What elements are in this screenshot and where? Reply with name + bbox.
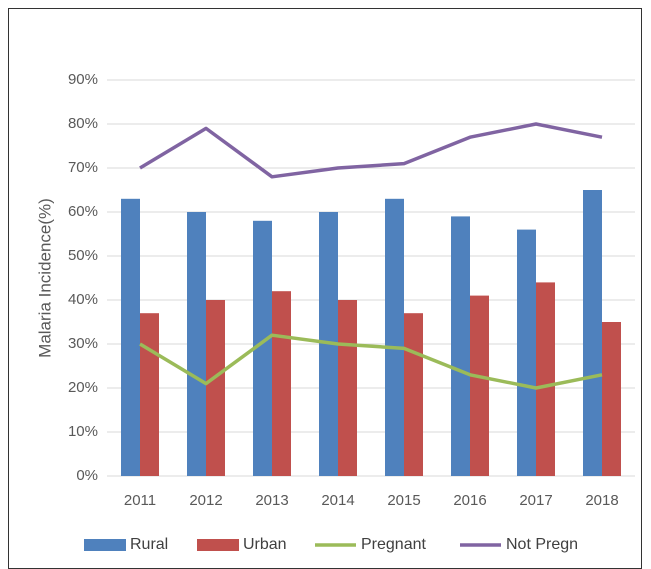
x-tick-label: 2013 [255,492,288,509]
line [139,333,603,390]
y-tick-label: 10% [68,423,98,440]
legend-label: Urban [243,536,287,553]
legend-label: Rural [130,536,168,553]
legend-label: Pregnant [361,536,426,553]
y-tick-label: 50% [68,247,98,264]
y-tick-label: 30% [68,335,98,352]
y-tick-label: 40% [68,291,98,308]
bar [404,313,423,476]
x-tick-label: 2012 [189,492,222,509]
bar [121,198,140,477]
bar [253,220,272,476]
x-tick-label: 2011 [124,492,156,509]
bar [451,216,470,476]
bar [272,291,291,476]
y-tick-label: 60% [68,203,98,220]
line [139,122,603,179]
bar [385,198,404,477]
legend-swatch [197,539,239,551]
legend-label: Not Pregn [506,536,578,553]
bar [517,229,536,476]
bar [536,282,555,476]
bar [602,322,621,476]
bar [583,190,602,476]
bar [206,300,225,476]
bar [140,313,159,476]
x-tick-label: 2016 [453,492,486,509]
x-tick-label: 2017 [519,492,552,509]
y-tick-label: 90% [68,71,98,88]
bar [470,295,489,476]
y-axis-label: Malaria Incidence(%) [35,198,54,358]
x-tick-label: 2018 [585,492,618,509]
x-tick-label: 2015 [387,492,420,509]
legend-swatch [84,539,126,551]
bar [187,212,206,476]
bar [338,300,357,476]
y-tick-label: 70% [68,159,98,176]
y-tick-label: 0% [76,467,98,484]
x-tick-label: 2014 [321,492,354,509]
y-tick-label: 80% [68,115,98,132]
y-tick-label: 20% [68,379,98,396]
